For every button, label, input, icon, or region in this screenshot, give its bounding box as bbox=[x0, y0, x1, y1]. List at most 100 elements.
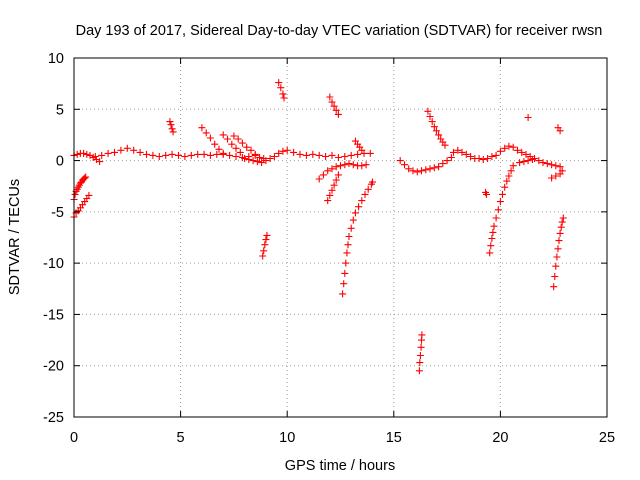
data-point bbox=[558, 167, 566, 175]
data-point bbox=[236, 148, 244, 156]
plot-frame bbox=[73, 57, 608, 418]
data-point bbox=[247, 146, 255, 154]
data-point bbox=[505, 172, 513, 180]
data-point bbox=[241, 155, 249, 162]
data-point bbox=[342, 259, 350, 267]
data-point bbox=[200, 150, 208, 158]
data-point bbox=[524, 114, 532, 121]
data-point bbox=[358, 162, 366, 170]
data-point bbox=[215, 145, 223, 153]
data-point bbox=[322, 153, 330, 160]
data-point bbox=[361, 190, 369, 198]
data-point bbox=[232, 144, 240, 152]
data-point bbox=[355, 203, 363, 211]
data-point bbox=[518, 148, 526, 156]
data-point bbox=[259, 252, 267, 260]
data-point bbox=[435, 163, 443, 171]
data-point bbox=[245, 156, 253, 163]
data-point bbox=[496, 198, 504, 206]
data-point bbox=[489, 228, 497, 236]
data-point bbox=[279, 147, 287, 155]
data-point bbox=[505, 142, 513, 150]
chart-title: Day 193 of 2017, Sidereal Day-to-day VTE… bbox=[76, 23, 603, 39]
data-point bbox=[228, 140, 236, 148]
data-point bbox=[362, 161, 370, 169]
data-point bbox=[168, 125, 176, 133]
data-point bbox=[496, 147, 504, 155]
data-point bbox=[430, 123, 438, 131]
data-point bbox=[275, 79, 283, 87]
data-point bbox=[341, 161, 349, 169]
data-point bbox=[345, 233, 353, 240]
data-point bbox=[552, 262, 560, 270]
data-point bbox=[258, 159, 266, 167]
data-point bbox=[364, 185, 372, 193]
data-point bbox=[334, 171, 342, 179]
data-point bbox=[492, 151, 500, 159]
y-tick-label: 0 bbox=[56, 154, 64, 170]
data-point bbox=[347, 151, 355, 159]
data-point bbox=[224, 135, 231, 143]
data-point bbox=[462, 150, 470, 158]
data-point bbox=[422, 166, 430, 174]
y-axis: -25 -20 -15 -10 -5 0 5 10 bbox=[43, 51, 607, 426]
data-point bbox=[557, 223, 565, 231]
data-point bbox=[524, 157, 532, 165]
data-point bbox=[483, 190, 490, 198]
data-point bbox=[349, 161, 357, 169]
data-point bbox=[249, 157, 257, 165]
data-point bbox=[326, 191, 334, 199]
data-point bbox=[467, 153, 475, 160]
data-point bbox=[535, 157, 543, 165]
data-point bbox=[169, 128, 177, 136]
data-point bbox=[509, 143, 517, 151]
data-point bbox=[136, 148, 144, 156]
data-point bbox=[279, 90, 287, 98]
x-tick-label: 15 bbox=[386, 430, 402, 446]
data-point bbox=[330, 102, 338, 110]
data-point bbox=[344, 241, 352, 249]
data-point bbox=[275, 149, 283, 157]
data-point bbox=[324, 167, 332, 175]
data-point bbox=[552, 162, 560, 170]
data-point bbox=[315, 175, 323, 183]
data-point bbox=[168, 150, 176, 158]
data-point bbox=[522, 150, 530, 158]
data-point bbox=[330, 181, 338, 189]
data-point bbox=[234, 135, 242, 143]
data-point bbox=[396, 157, 404, 165]
data-point bbox=[332, 176, 340, 184]
data-point bbox=[405, 165, 413, 173]
data-point bbox=[439, 160, 447, 168]
data-point bbox=[194, 150, 202, 158]
data-point bbox=[302, 151, 310, 159]
data-point bbox=[260, 247, 268, 255]
data-point bbox=[426, 165, 434, 173]
y-tick-label: 10 bbox=[48, 51, 64, 67]
data-point bbox=[494, 206, 502, 214]
data-point bbox=[219, 149, 227, 157]
y-tick-label: -20 bbox=[43, 359, 64, 375]
data-point bbox=[484, 155, 492, 162]
data-point bbox=[499, 190, 506, 198]
y-tick-label: -15 bbox=[43, 307, 64, 323]
data-point bbox=[343, 249, 351, 257]
data-point bbox=[520, 158, 528, 166]
y-axis-label: SDTVAR / TECUs bbox=[7, 179, 23, 295]
data-point bbox=[232, 153, 240, 160]
x-tick-label: 25 bbox=[599, 430, 615, 446]
data-point bbox=[261, 241, 269, 249]
data-point bbox=[283, 146, 291, 154]
data-point bbox=[334, 154, 342, 161]
data-point bbox=[98, 151, 106, 159]
data-point bbox=[417, 343, 425, 351]
data-point bbox=[488, 235, 496, 242]
y-tick-label: 5 bbox=[56, 102, 64, 118]
data-point bbox=[319, 171, 327, 179]
data-point bbox=[507, 167, 515, 175]
data-point bbox=[166, 118, 174, 126]
y-tick-label: -5 bbox=[51, 205, 64, 221]
data-point bbox=[435, 131, 443, 139]
data-point bbox=[366, 149, 374, 157]
data-point bbox=[175, 151, 182, 159]
